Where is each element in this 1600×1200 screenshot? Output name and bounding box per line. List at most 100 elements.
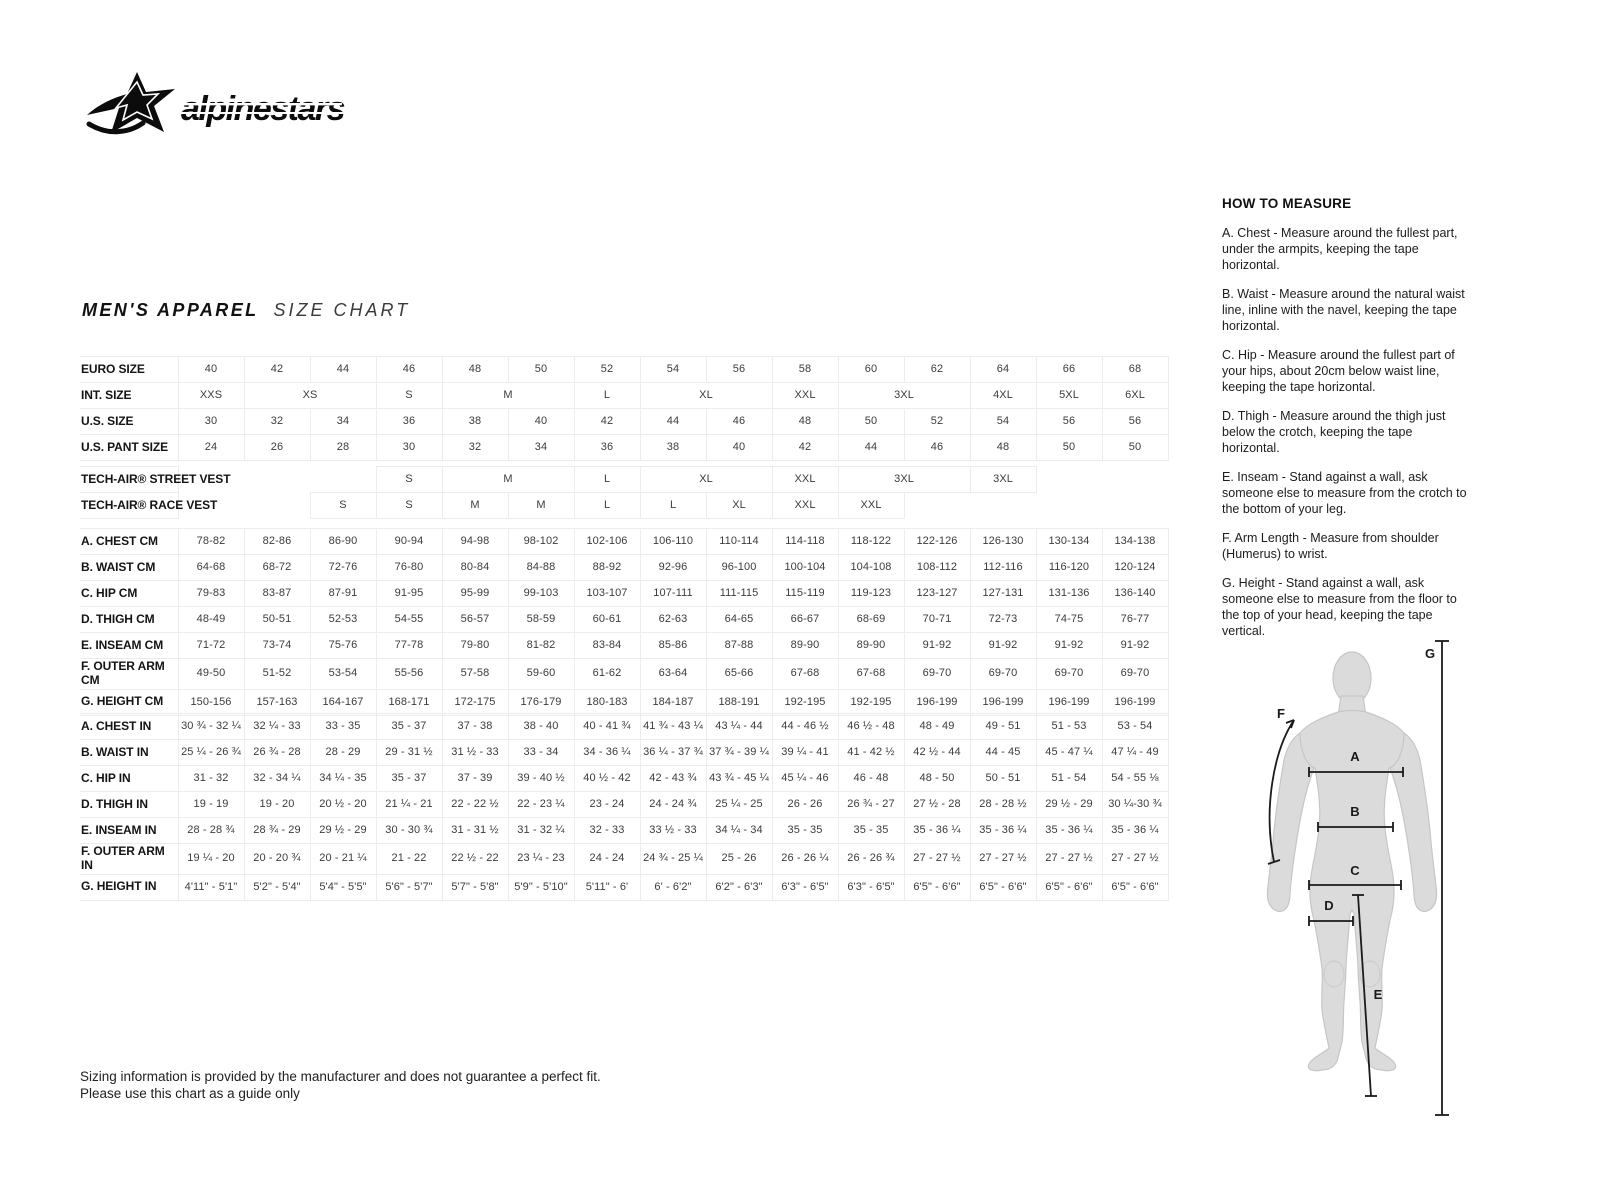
size-cell: 40 - 41 ¾ xyxy=(573,713,641,740)
size-cell: 49-50 xyxy=(177,658,245,690)
size-cell: 54 xyxy=(639,356,707,383)
size-cell: L xyxy=(573,466,641,493)
row-label: E. INSEAM IN xyxy=(80,817,179,844)
size-cell: 48 - 49 xyxy=(903,713,971,740)
size-cell: 28 - 28 ¾ xyxy=(177,817,245,844)
size-cell: 68-72 xyxy=(243,554,311,581)
label-b: B xyxy=(1350,804,1359,819)
size-cell: 103-107 xyxy=(573,580,641,607)
hip-line-c xyxy=(1308,880,1402,890)
size-cell: 112-116 xyxy=(969,554,1037,581)
size-cell: 25 ¼ - 25 xyxy=(705,791,773,818)
size-cell: 102-106 xyxy=(573,528,641,555)
logo-speed-line xyxy=(173,103,343,106)
size-cell: 36 xyxy=(375,408,443,435)
table-row: G. HEIGHT IN 4'11" - 5'1" 5'2" - 5'4" 5'4" … xyxy=(80,873,1169,901)
measurement-lines xyxy=(1267,640,1449,1116)
size-cell: 62-63 xyxy=(639,606,707,633)
size-cell: 44 - 45 xyxy=(969,739,1037,766)
size-cell: M xyxy=(441,492,509,519)
size-cell: 39 - 40 ½ xyxy=(507,765,575,792)
size-cell: 27 - 27 ½ xyxy=(1101,843,1169,875)
size-cell: L xyxy=(573,382,641,409)
size-cell: 176-179 xyxy=(507,688,575,716)
size-cell: 118-122 xyxy=(837,528,905,555)
size-cell: 43 ¾ - 45 ¼ xyxy=(705,765,773,792)
size-cell: 44 - 46 ½ xyxy=(771,713,839,740)
size-cell: 79-83 xyxy=(177,580,245,607)
size-cell: 35 - 35 xyxy=(771,817,839,844)
size-cell: 54 - 55 ⅛ xyxy=(1101,765,1169,792)
size-cell: 104-108 xyxy=(837,554,905,581)
table-row: B. WAIST CM 64-68 68-72 72-76 76-80 80-84 84-8… xyxy=(80,554,1169,581)
size-cell: 24 - 24 ¾ xyxy=(639,791,707,818)
size-cell: 27 - 27 ½ xyxy=(903,843,971,875)
size-cell: 35 - 36 ¼ xyxy=(1035,817,1103,844)
row-label: D. THIGH IN xyxy=(80,791,179,818)
measure-guide-items: A. Chest - Measure around the fullest pa… xyxy=(1222,225,1468,639)
size-cell: 76-80 xyxy=(375,554,443,581)
size-cell: 46 xyxy=(705,408,773,435)
size-cell: 86-90 xyxy=(309,528,377,555)
size-cell: 24 ¾ - 25 ¼ xyxy=(639,843,707,875)
size-cell: 40 xyxy=(507,408,575,435)
size-cell: M xyxy=(441,382,575,409)
measure-instruction: A. Chest - Measure around the fullest pa… xyxy=(1222,226,1458,272)
size-cell: 58 xyxy=(771,356,839,383)
size-cell: 40 ½ - 42 xyxy=(573,765,641,792)
table-row: C. HIP CM 79-83 83-87 87-91 91-95 95-99 99-103… xyxy=(80,580,1169,607)
size-cell: 50 xyxy=(1035,434,1103,461)
size-cell: 92-96 xyxy=(639,554,707,581)
size-table-block-inches: A. CHEST IN 30 ¾ - 32 ¼ 32 ¼ - 33 33 - 35 35… xyxy=(80,713,1169,901)
size-cell: 64 xyxy=(969,356,1037,383)
size-cell: 26 - 26 ¼ xyxy=(771,843,839,875)
size-cell: 100-104 xyxy=(771,554,839,581)
size-cell: M xyxy=(507,492,575,519)
size-cell: 68 xyxy=(1101,356,1169,383)
size-cell: 31 ½ - 33 xyxy=(441,739,509,766)
size-cell: 28 xyxy=(309,434,377,461)
size-cell: 33 - 34 xyxy=(507,739,575,766)
size-cell: 55-56 xyxy=(375,658,443,690)
table-row: G. HEIGHT CM 150-156 157-163 164-167 168-171… xyxy=(80,688,1169,716)
size-cell: 115-119 xyxy=(771,580,839,607)
size-cell: 25 ¼ - 26 ¾ xyxy=(177,739,245,766)
size-cell: 32 - 33 xyxy=(573,817,641,844)
size-cell: 44 xyxy=(639,408,707,435)
alpinestars-logo: alpinestars xyxy=(86,72,346,135)
size-cell: 33 ½ - 33 xyxy=(639,817,707,844)
size-cell: 6'5" - 6'6" xyxy=(969,873,1037,901)
size-cell: 69-70 xyxy=(1035,658,1103,690)
size-cell: XS xyxy=(243,382,377,409)
size-cell: 40 xyxy=(705,434,773,461)
size-cell: 81-82 xyxy=(507,632,575,659)
size-cell: 192-195 xyxy=(771,688,839,716)
size-cell: 67-68 xyxy=(771,658,839,690)
row-label: D. THIGH CM xyxy=(80,606,179,633)
size-cell: 52 xyxy=(573,356,641,383)
size-cell: 91-95 xyxy=(375,580,443,607)
size-cell: 69-70 xyxy=(969,658,1037,690)
page-title-secondary: SIZE CHART xyxy=(273,300,411,320)
size-cell: 96-100 xyxy=(705,554,773,581)
size-cell: 24 xyxy=(177,434,245,461)
size-cell: 172-175 xyxy=(441,688,509,716)
table-row: A. CHEST CM 78-82 82-86 86-90 90-94 94-98 98-1… xyxy=(80,528,1169,555)
row-label: B. WAIST CM xyxy=(80,554,179,581)
size-cell: 75-76 xyxy=(309,632,377,659)
size-cell: 131-136 xyxy=(1035,580,1103,607)
size-cell: S xyxy=(309,492,377,519)
size-cell: 150-156 xyxy=(177,688,245,716)
size-cell: 56 xyxy=(1035,408,1103,435)
size-cell: 82-86 xyxy=(243,528,311,555)
page-title-primary: MEN'S APPAREL xyxy=(82,300,259,320)
size-cell: S xyxy=(375,466,443,493)
measure-instruction: B. Waist - Measure around the natural wa… xyxy=(1222,287,1465,333)
table-row: D. THIGH CM 48-49 50-51 52-53 54-55 56-57 58-5… xyxy=(80,606,1169,633)
size-cell: 24 - 24 xyxy=(573,843,641,875)
row-label: C. HIP CM xyxy=(80,580,179,607)
size-cell: XL xyxy=(639,466,773,493)
size-cell: 192-195 xyxy=(837,688,905,716)
size-cell: XL xyxy=(639,382,773,409)
measure-instruction: F. Arm Length - Measure from shoulder (H… xyxy=(1222,531,1439,561)
